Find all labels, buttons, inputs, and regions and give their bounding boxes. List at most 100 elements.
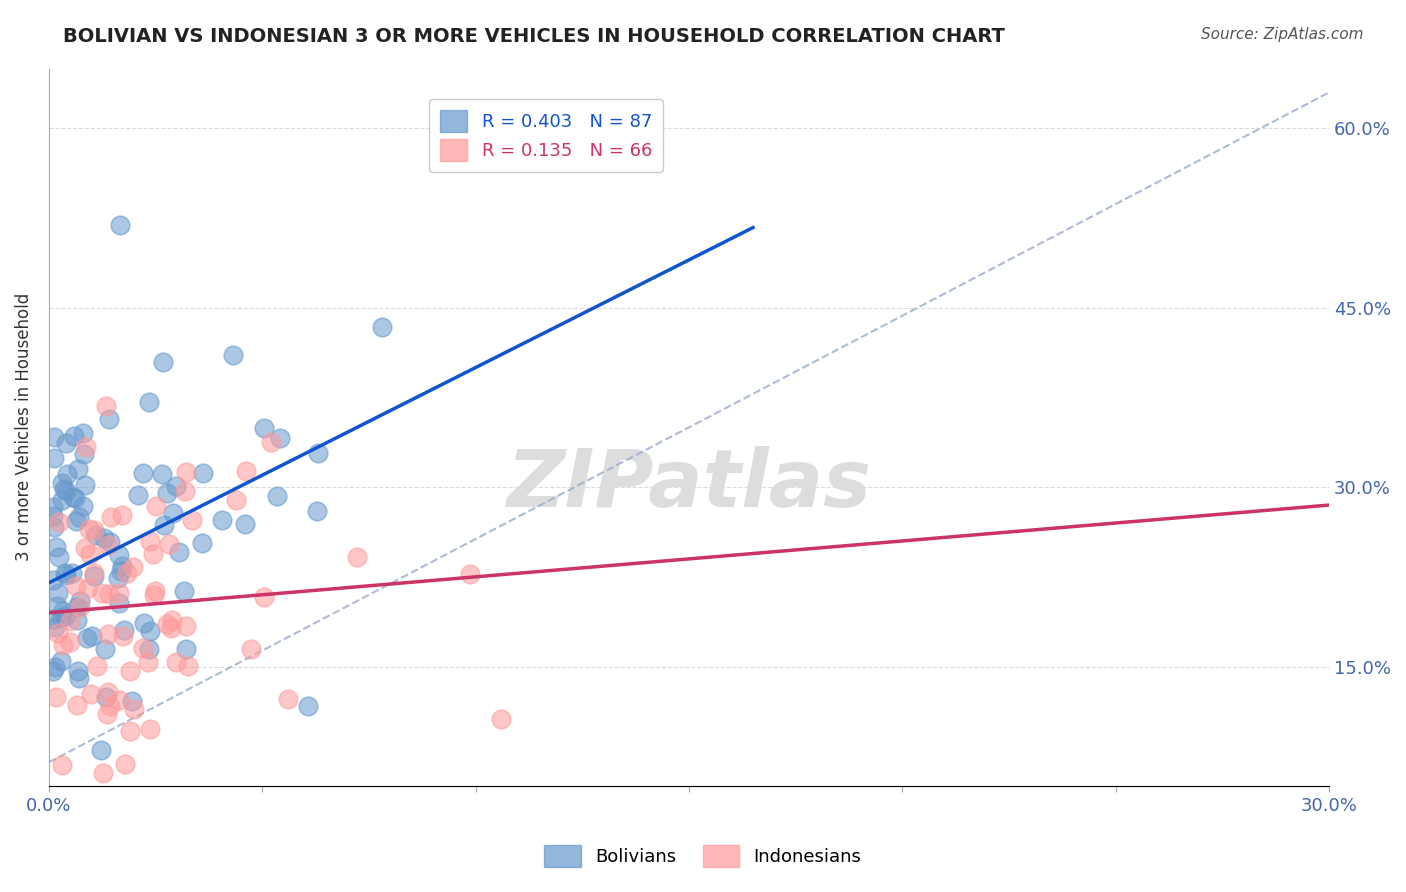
Point bbox=[297, 699, 319, 714]
Point bbox=[94, 642, 117, 657]
Point bbox=[69, 600, 91, 615]
Point bbox=[266, 489, 288, 503]
Point bbox=[56, 467, 79, 481]
Point bbox=[307, 503, 329, 517]
Point bbox=[222, 348, 245, 362]
Legend: Bolivians, Indonesians: Bolivians, Indonesians bbox=[537, 838, 869, 874]
Point bbox=[346, 550, 368, 565]
Point bbox=[42, 612, 65, 626]
Point bbox=[51, 493, 73, 508]
Point bbox=[72, 500, 94, 514]
Point bbox=[90, 743, 112, 757]
Point bbox=[66, 613, 89, 627]
Point bbox=[73, 541, 96, 555]
Text: BOLIVIAN VS INDONESIAN 3 OR MORE VEHICLES IN HOUSEHOLD CORRELATION CHART: BOLIVIAN VS INDONESIAN 3 OR MORE VEHICLE… bbox=[63, 27, 1005, 45]
Point bbox=[142, 588, 165, 602]
Point bbox=[53, 566, 76, 581]
Point bbox=[118, 723, 141, 738]
Point bbox=[124, 701, 146, 715]
Point bbox=[67, 671, 90, 685]
Point bbox=[139, 722, 162, 736]
Point bbox=[108, 595, 131, 609]
Point bbox=[115, 566, 138, 580]
Point bbox=[79, 687, 101, 701]
Point bbox=[66, 599, 89, 614]
Point bbox=[97, 538, 120, 552]
Point bbox=[46, 626, 69, 640]
Point bbox=[180, 513, 202, 527]
Point bbox=[49, 654, 72, 668]
Point bbox=[460, 566, 482, 581]
Point bbox=[42, 520, 65, 534]
Point bbox=[132, 616, 155, 631]
Point bbox=[69, 594, 91, 608]
Point bbox=[160, 621, 183, 635]
Point bbox=[97, 627, 120, 641]
Point bbox=[73, 447, 96, 461]
Point bbox=[49, 611, 72, 625]
Point bbox=[235, 464, 257, 478]
Point bbox=[307, 446, 329, 460]
Point bbox=[53, 482, 76, 496]
Point bbox=[127, 488, 149, 502]
Point bbox=[55, 483, 77, 498]
Point bbox=[77, 522, 100, 536]
Point bbox=[225, 493, 247, 508]
Point bbox=[48, 550, 70, 565]
Point bbox=[65, 491, 87, 506]
Point bbox=[110, 508, 132, 522]
Point bbox=[132, 640, 155, 655]
Point bbox=[65, 515, 87, 529]
Point bbox=[82, 629, 104, 643]
Point bbox=[48, 586, 70, 600]
Point bbox=[371, 319, 394, 334]
Point bbox=[122, 559, 145, 574]
Point bbox=[98, 535, 121, 549]
Point bbox=[94, 399, 117, 413]
Text: Source: ZipAtlas.com: Source: ZipAtlas.com bbox=[1201, 27, 1364, 42]
Point bbox=[42, 664, 65, 678]
Point bbox=[114, 756, 136, 771]
Point bbox=[44, 660, 66, 674]
Point bbox=[75, 441, 97, 455]
Point bbox=[86, 658, 108, 673]
Point bbox=[138, 642, 160, 657]
Point bbox=[84, 527, 107, 541]
Point bbox=[174, 618, 197, 632]
Point bbox=[167, 545, 190, 559]
Point bbox=[233, 517, 256, 532]
Point bbox=[45, 599, 67, 614]
Point bbox=[269, 431, 291, 445]
Point bbox=[260, 434, 283, 449]
Point bbox=[66, 664, 89, 678]
Point bbox=[63, 428, 86, 442]
Point bbox=[176, 465, 198, 479]
Point bbox=[42, 500, 65, 515]
Point bbox=[173, 484, 195, 499]
Point bbox=[76, 631, 98, 645]
Point bbox=[42, 509, 65, 524]
Point bbox=[111, 559, 134, 574]
Point bbox=[44, 451, 66, 466]
Point bbox=[91, 586, 114, 600]
Point bbox=[58, 614, 80, 628]
Point bbox=[143, 584, 166, 599]
Point bbox=[97, 685, 120, 699]
Point bbox=[165, 479, 187, 493]
Point bbox=[132, 466, 155, 480]
Point bbox=[150, 467, 173, 482]
Point bbox=[108, 586, 131, 600]
Point bbox=[67, 510, 90, 524]
Point bbox=[48, 516, 70, 530]
Point bbox=[44, 690, 66, 705]
Point bbox=[98, 586, 121, 600]
Point bbox=[108, 548, 131, 562]
Point bbox=[42, 430, 65, 444]
Point bbox=[145, 499, 167, 513]
Point bbox=[59, 635, 82, 649]
Point bbox=[83, 569, 105, 583]
Point bbox=[79, 547, 101, 561]
Point bbox=[72, 426, 94, 441]
Point bbox=[190, 536, 212, 550]
Point bbox=[252, 590, 274, 604]
